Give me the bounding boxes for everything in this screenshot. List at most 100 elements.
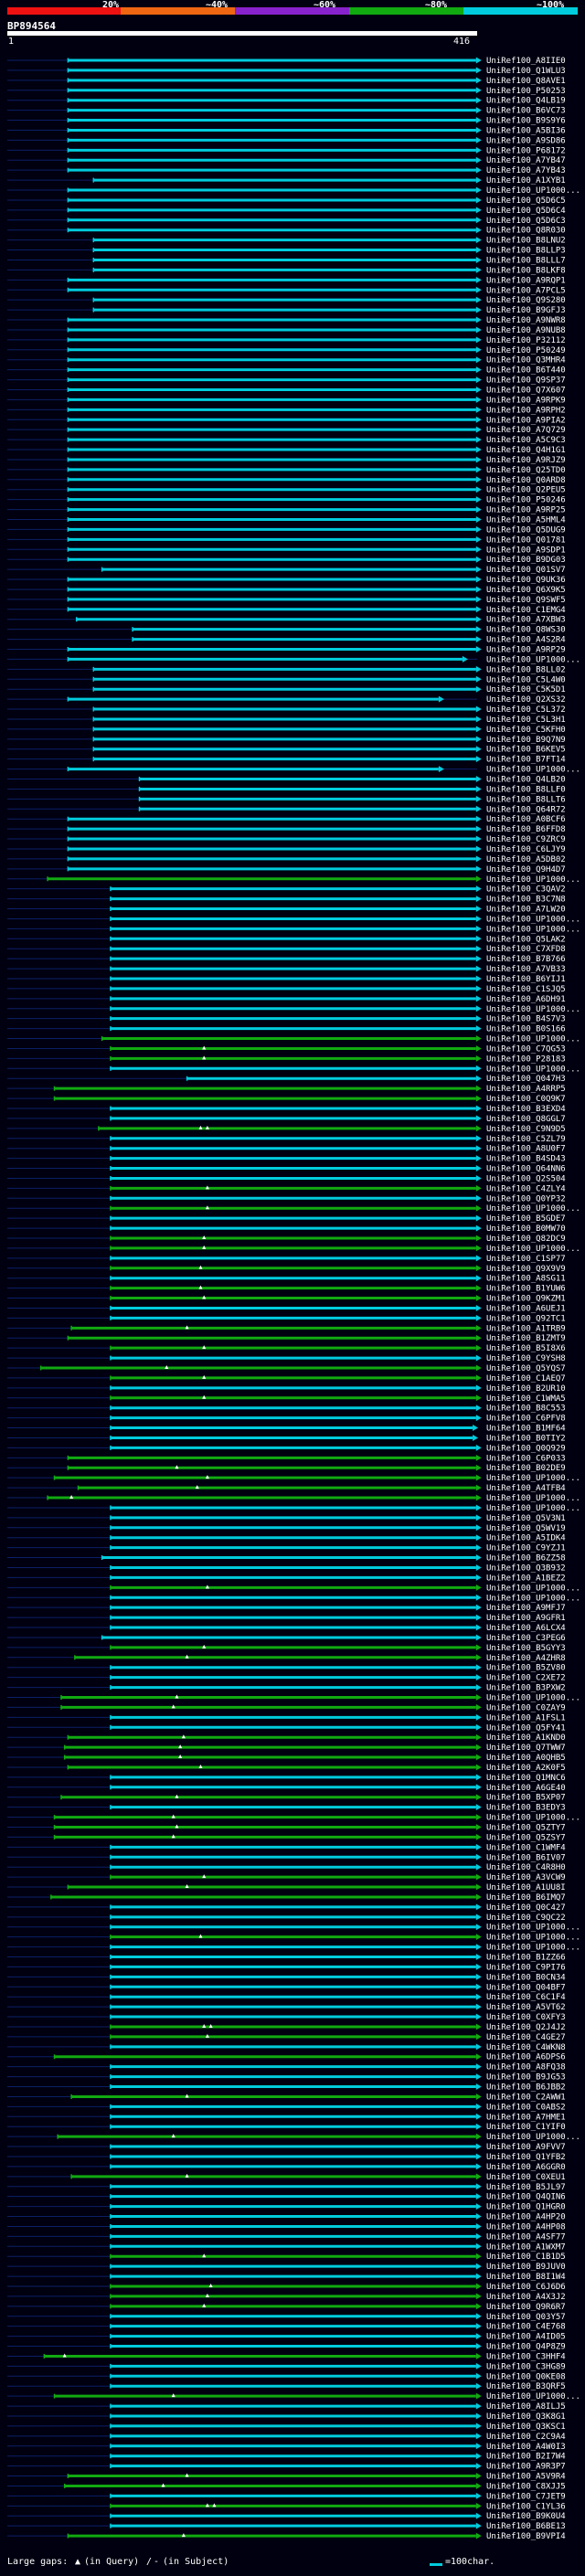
hit-row[interactable]: UniRef100_B5JL97 bbox=[7, 2183, 566, 2192]
hit-row[interactable]: UniRef100_UP1000... bbox=[7, 1204, 580, 1214]
hit-row[interactable]: UniRef100_A9RPK9 bbox=[7, 396, 566, 405]
hit-row[interactable]: UniRef100_A9RP25 bbox=[7, 506, 566, 515]
hit-row[interactable]: UniRef100_A9MFJ7 bbox=[7, 1604, 566, 1613]
hit-row[interactable]: UniRef100_UP1000... bbox=[7, 2392, 580, 2401]
hit-label[interactable]: UniRef100_A7HME1 bbox=[486, 2113, 566, 2122]
hit-label[interactable]: UniRef100_A1KND0 bbox=[486, 1733, 566, 1743]
hit-label[interactable]: UniRef100_A1TRB9 bbox=[486, 1324, 566, 1333]
hit-label[interactable]: UniRef100_A1XYB1 bbox=[486, 176, 566, 186]
hit-row[interactable]: UniRef100_C7QG53 bbox=[7, 1044, 566, 1054]
hit-label[interactable]: UniRef100_Q92TC1 bbox=[486, 1314, 566, 1323]
hit-row[interactable]: UniRef100_P50246 bbox=[7, 496, 566, 505]
hit-row[interactable]: UniRef100_Q5ZTY7 bbox=[7, 1824, 566, 1833]
hit-row[interactable]: UniRef100_B9S9Y6 bbox=[7, 117, 566, 126]
hit-row[interactable]: UniRef100_B3C7N8 bbox=[7, 896, 566, 905]
hit-row[interactable]: UniRef100_UP1000... bbox=[7, 875, 580, 885]
hit-row[interactable]: UniRef100_Q8R030 bbox=[7, 227, 566, 236]
hit-label[interactable]: UniRef100_Q1YFB2 bbox=[486, 2153, 566, 2162]
hit-label[interactable]: UniRef100_A0BCF6 bbox=[486, 815, 566, 824]
hit-label[interactable]: UniRef100_Q01781 bbox=[486, 535, 566, 545]
hit-row[interactable]: UniRef100_Q5V3N1 bbox=[7, 1514, 566, 1523]
hit-row[interactable]: UniRef100_B6FFD8 bbox=[7, 825, 566, 834]
hit-label[interactable]: UniRef100_C0Q9K7 bbox=[486, 1095, 566, 1104]
hit-label[interactable]: UniRef100_C4E768 bbox=[486, 2323, 566, 2332]
hit-label[interactable]: UniRef100_C2XE72 bbox=[486, 1674, 566, 1683]
hit-label[interactable]: UniRef100_Q64R72 bbox=[486, 805, 566, 814]
hit-row[interactable]: UniRef100_Q2XS32 bbox=[7, 695, 566, 705]
hit-row[interactable]: UniRef100_B2I7W4 bbox=[7, 2453, 566, 2462]
hit-row[interactable]: UniRef100_UP1000... bbox=[7, 1814, 580, 1823]
hit-row[interactable]: UniRef100_C5ZL79 bbox=[7, 1135, 566, 1144]
hit-row[interactable]: UniRef100_A9RJZ9 bbox=[7, 456, 566, 465]
hit-label[interactable]: UniRef100_Q9R6R7 bbox=[486, 2303, 566, 2312]
hit-label[interactable]: UniRef100_B8LNU2 bbox=[486, 237, 566, 246]
hit-label[interactable]: UniRef100_A8U0F7 bbox=[486, 1145, 566, 1154]
hit-row[interactable]: UniRef100_B0TIY2 bbox=[7, 1434, 566, 1443]
hit-label[interactable]: UniRef100_Q9S280 bbox=[486, 296, 566, 305]
hit-label[interactable]: UniRef100_B8LKF8 bbox=[486, 266, 566, 275]
hit-row[interactable]: UniRef100_C5L372 bbox=[7, 705, 566, 715]
hit-row[interactable]: UniRef100_Q9SP37 bbox=[7, 376, 566, 386]
hit-label[interactable]: UniRef100_UP1000... bbox=[486, 655, 580, 664]
hit-row[interactable]: UniRef100_B8LNU2 bbox=[7, 237, 566, 246]
hit-label[interactable]: UniRef100_B8I1W4 bbox=[486, 2273, 566, 2282]
hit-row[interactable]: UniRef100_UP1000... bbox=[7, 1594, 580, 1603]
hit-row[interactable]: UniRef100_A6UEJ1 bbox=[7, 1304, 566, 1313]
hit-row[interactable]: UniRef100_Q82DC9 bbox=[7, 1235, 566, 1244]
hit-row[interactable]: UniRef100_C3QAV2 bbox=[7, 885, 566, 895]
hit-row[interactable]: UniRef100_Q3MHR4 bbox=[7, 356, 566, 366]
hit-label[interactable]: UniRef100_B02DE9 bbox=[486, 1464, 566, 1473]
hit-label[interactable]: UniRef100_UP1000... bbox=[486, 925, 580, 934]
hit-row[interactable]: UniRef100_B9JG53 bbox=[7, 2073, 566, 2083]
hit-label[interactable]: UniRef100_B5XP07 bbox=[486, 1794, 566, 1803]
hit-row[interactable]: UniRef100_P50253 bbox=[7, 87, 566, 96]
hit-label[interactable]: UniRef100_Q0YP32 bbox=[486, 1194, 566, 1203]
hit-label[interactable]: UniRef100_Q3K8G1 bbox=[486, 2412, 566, 2422]
hit-row[interactable]: UniRef100_UP1000... bbox=[7, 2133, 580, 2142]
hit-label[interactable]: UniRef100_Q0ARD8 bbox=[486, 476, 566, 485]
hit-row[interactable]: UniRef100_C9YZJ1 bbox=[7, 1544, 566, 1553]
hit-row[interactable]: UniRef100_C0ZAY9 bbox=[7, 1703, 566, 1712]
hit-row[interactable]: UniRef100_A9RQP1 bbox=[7, 276, 566, 285]
hit-row[interactable]: UniRef100_B8LLF0 bbox=[7, 785, 566, 794]
hit-row[interactable]: UniRef100_B8LL02 bbox=[7, 665, 566, 674]
hit-row[interactable]: UniRef100_C3HHF4 bbox=[7, 2352, 566, 2361]
hit-label[interactable]: UniRef100_C4GE27 bbox=[486, 2033, 566, 2042]
hit-label[interactable]: UniRef100_A3VCW9 bbox=[486, 1873, 566, 1882]
hit-row[interactable]: UniRef100_A6GE40 bbox=[7, 1784, 566, 1793]
hit-label[interactable]: UniRef100_B9JG53 bbox=[486, 2073, 566, 2083]
hit-row[interactable]: UniRef100_UP1000... bbox=[7, 915, 580, 924]
hit-label[interactable]: UniRef100_A7LW20 bbox=[486, 906, 566, 915]
hit-label[interactable]: UniRef100_A9NUB8 bbox=[486, 326, 566, 335]
hit-row[interactable]: UniRef100_A8IIE0 bbox=[7, 57, 566, 66]
hit-row[interactable]: UniRef100_C0Q9K7 bbox=[7, 1095, 566, 1104]
hit-row[interactable]: UniRef100_B9Q7N9 bbox=[7, 736, 566, 745]
hit-row[interactable]: UniRef100_A4TFB4 bbox=[7, 1484, 566, 1493]
hit-row[interactable]: UniRef100_C9YSH8 bbox=[7, 1354, 566, 1363]
hit-row[interactable]: UniRef100_B1YUW6 bbox=[7, 1285, 566, 1294]
hit-label[interactable]: UniRef100_A7YB47 bbox=[486, 156, 566, 165]
hit-label[interactable]: UniRef100_C9N9D5 bbox=[486, 1125, 566, 1134]
hit-label[interactable]: UniRef100_B6BE13 bbox=[486, 2522, 566, 2531]
hit-row[interactable]: UniRef100_A4W0I3 bbox=[7, 2443, 566, 2452]
hit-label[interactable]: UniRef100_B3EDY3 bbox=[486, 1804, 566, 1813]
hit-label[interactable]: UniRef100_A6DH91 bbox=[486, 995, 566, 1004]
hit-row[interactable]: UniRef100_A1TRB9 bbox=[7, 1324, 566, 1333]
hit-label[interactable]: UniRef100_Q2PEU5 bbox=[486, 486, 566, 495]
hit-row[interactable]: UniRef100_Q1YFB2 bbox=[7, 2153, 566, 2162]
hit-row[interactable]: UniRef100_B6IV07 bbox=[7, 1853, 566, 1862]
hit-row[interactable]: UniRef100_Q5D6C5 bbox=[7, 196, 566, 206]
hit-row[interactable]: UniRef100_C8XJJ5 bbox=[7, 2482, 566, 2491]
hit-row[interactable]: UniRef100_Q6X9K5 bbox=[7, 586, 566, 595]
hit-label[interactable]: UniRef100_A4S2R4 bbox=[486, 636, 566, 645]
hit-row[interactable]: UniRef100_A7PCL5 bbox=[7, 286, 566, 295]
hit-row[interactable]: UniRef100_B02DE9 bbox=[7, 1464, 566, 1473]
hit-row[interactable]: UniRef100_Q25TD0 bbox=[7, 466, 566, 475]
hit-label[interactable]: UniRef100_C4ZLY4 bbox=[486, 1184, 566, 1193]
hit-label[interactable]: UniRef100_UP1000... bbox=[486, 1035, 580, 1044]
hit-label[interactable]: UniRef100_C5L372 bbox=[486, 705, 566, 715]
hit-label[interactable]: UniRef100_B7FT14 bbox=[486, 756, 566, 765]
hit-label[interactable]: UniRef100_C9YSH8 bbox=[486, 1354, 566, 1363]
hit-label[interactable]: UniRef100_A8ILJ5 bbox=[486, 2402, 566, 2412]
hit-label[interactable]: UniRef100_A7PCL5 bbox=[486, 286, 566, 295]
